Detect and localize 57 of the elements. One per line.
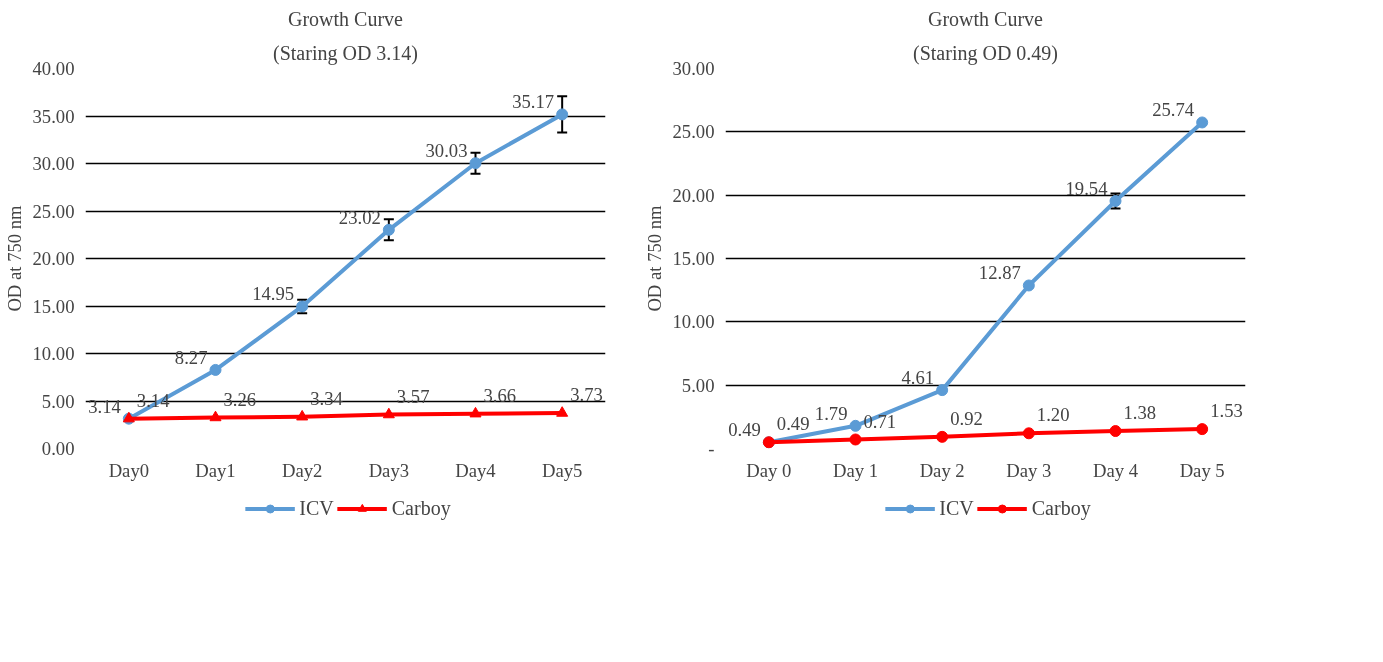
x-tick-label: Day 3 bbox=[1006, 459, 1052, 481]
data-label: 0.92 bbox=[950, 407, 983, 429]
y-tick-label: 10.00 bbox=[32, 343, 75, 364]
chart-subtitle: (Staring OD 0.49) bbox=[913, 41, 1058, 65]
x-tick-label: Day3 bbox=[368, 459, 410, 481]
data-label: 4.61 bbox=[901, 367, 935, 389]
legend-label: Carboy bbox=[1031, 496, 1091, 520]
x-tick-label: Day 2 bbox=[919, 459, 965, 481]
chart-subtitle: (Staring OD 3.14) bbox=[273, 41, 418, 65]
data-label: 1.79 bbox=[814, 402, 848, 424]
y-tick-label: 25.00 bbox=[32, 200, 75, 222]
y-tick-label: 30.00 bbox=[672, 58, 715, 79]
y-tick-label: 30.00 bbox=[32, 153, 75, 174]
y-tick-label: 5.00 bbox=[681, 374, 715, 396]
x-tick-label: Day4 bbox=[455, 459, 497, 481]
legend-label: Carboy bbox=[391, 496, 451, 520]
legend-label: ICV bbox=[939, 496, 974, 520]
y-tick-label: 25.00 bbox=[672, 121, 715, 143]
y-tick-label: 15.00 bbox=[672, 248, 715, 269]
x-tick-label: Day 1 bbox=[832, 459, 879, 481]
data-label: 3.66 bbox=[483, 384, 517, 406]
data-label: 19.54 bbox=[1065, 177, 1109, 199]
data-label: 35.17 bbox=[512, 91, 555, 113]
y-axis-title: OD at 750 nm bbox=[3, 204, 25, 312]
data-label: 12.87 bbox=[978, 262, 1021, 284]
y-tick-label: 15.00 bbox=[32, 295, 75, 317]
x-tick-label: Day1 bbox=[195, 459, 236, 481]
y-tick-label: 35.00 bbox=[32, 105, 75, 127]
chart-title: Growth Curve bbox=[288, 7, 404, 30]
y-tick-label: 10.00 bbox=[672, 311, 715, 333]
data-label: 25.74 bbox=[1152, 99, 1195, 121]
data-label: 3.73 bbox=[570, 384, 603, 406]
chart-title: Growth Curve bbox=[928, 7, 1044, 30]
y-tick-label: 5.00 bbox=[41, 390, 75, 412]
data-label: 3.14 bbox=[88, 395, 122, 417]
x-tick-label: Day 0 bbox=[746, 459, 792, 481]
x-tick-label: Day 4 bbox=[1092, 459, 1139, 481]
data-label: 23.02 bbox=[338, 206, 381, 228]
y-tick-label: 20.00 bbox=[32, 248, 75, 269]
y-tick-label: 20.00 bbox=[672, 184, 715, 206]
x-tick-label: Day2 bbox=[281, 459, 323, 481]
y-tick-label: 0.00 bbox=[41, 438, 75, 459]
legend-label: ICV bbox=[299, 496, 334, 520]
data-label: 0.71 bbox=[863, 410, 897, 432]
data-label: 30.03 bbox=[425, 140, 468, 162]
data-label: 0.49 bbox=[776, 413, 810, 435]
data-label: 1.38 bbox=[1123, 402, 1157, 424]
data-label: 14.95 bbox=[252, 283, 295, 305]
data-label: 0.49 bbox=[728, 419, 761, 441]
y-tick-label: - bbox=[708, 438, 715, 459]
data-label: 1.20 bbox=[1036, 404, 1070, 426]
y-axis-title: OD at 750 nm bbox=[643, 204, 665, 312]
x-tick-label: Day5 bbox=[541, 459, 583, 481]
y-tick-label: 40.00 bbox=[32, 58, 75, 79]
data-label: 1.53 bbox=[1210, 400, 1243, 422]
x-tick-label: Day 5 bbox=[1179, 459, 1225, 481]
x-tick-label: Day0 bbox=[108, 459, 150, 481]
